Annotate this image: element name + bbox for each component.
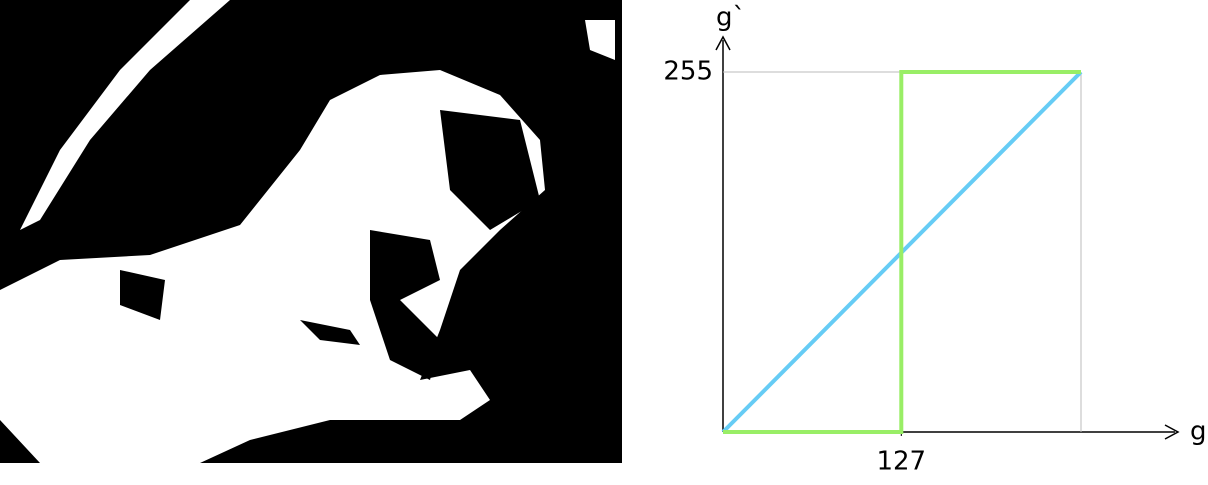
chart: g g` 255 127 — [663, 3, 1206, 477]
photo-shadow — [300, 320, 360, 345]
photo-highlight — [20, 0, 230, 230]
x-tick-label: 127 — [876, 447, 926, 477]
x-axis-label: g — [1190, 417, 1207, 447]
photo-shadow — [120, 270, 165, 320]
x-axis-arrow — [1164, 424, 1180, 440]
y-axis-arrow — [715, 35, 731, 51]
photo-highlight — [585, 20, 615, 60]
y-tick-label: 255 — [663, 57, 713, 87]
photo-shadow — [370, 230, 440, 380]
y-axis-label: g` — [716, 3, 746, 33]
thresholded-photo — [0, 0, 622, 463]
series-line — [723, 70, 1081, 434]
photo-shadow — [440, 110, 540, 230]
